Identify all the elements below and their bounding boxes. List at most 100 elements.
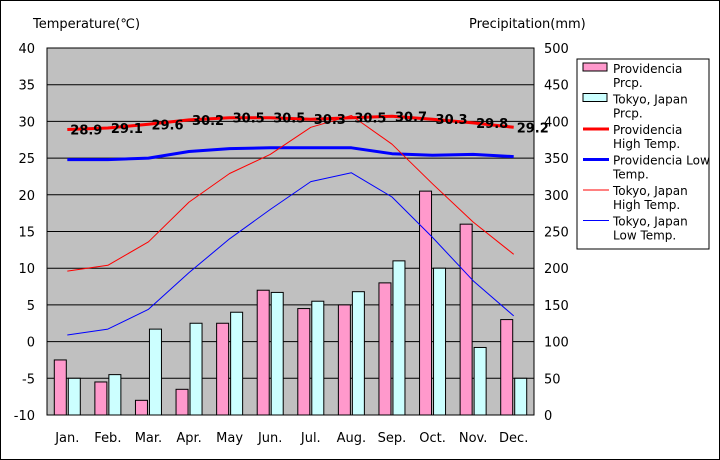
x-tick-label: May xyxy=(216,431,243,446)
right-tick-label: 150 xyxy=(544,299,569,314)
precip-bar xyxy=(459,223,473,416)
temperature-line xyxy=(67,115,515,272)
precip-bar xyxy=(419,190,433,416)
left-tick-label: 30 xyxy=(18,115,35,130)
left-tick-label: 25 xyxy=(18,152,35,167)
legend-label: Providencia xyxy=(613,123,682,137)
right-tick-label: 450 xyxy=(544,79,569,94)
legend-label: Tokyo, Japan xyxy=(612,184,688,198)
temperature-lines xyxy=(67,114,515,336)
x-tick-label: Feb. xyxy=(94,431,121,446)
precip-bar xyxy=(216,322,230,416)
right-axis-title: Precipitation(mm) xyxy=(469,17,586,32)
temperature-line xyxy=(67,114,514,131)
left-tick-label: 10 xyxy=(18,262,35,277)
precip-bar xyxy=(514,377,528,416)
legend-label: Providencia Low xyxy=(613,154,710,168)
gridlines xyxy=(47,84,534,379)
legend-label: Prcp. xyxy=(613,76,643,90)
left-axis-ticks: -10 -5 0 5 10 15 20 25 30 35 40 xyxy=(14,42,35,424)
precip-bar xyxy=(108,374,122,416)
data-label: 30.5 xyxy=(273,112,305,127)
data-label: 29.6 xyxy=(151,118,183,133)
data-labels: 28.9 29.1 29.6 30.2 30.5 30.5 30.3 30.5 30.7 30.3… xyxy=(70,110,548,138)
right-tick-label: 250 xyxy=(544,226,569,241)
precip-bar xyxy=(230,311,244,416)
data-label: 30.3 xyxy=(436,113,468,128)
precip-bar xyxy=(500,319,514,416)
data-label: 29.2 xyxy=(517,121,549,136)
precip-bar xyxy=(378,282,392,416)
legend-label: Providencia xyxy=(613,62,682,76)
temperature-line xyxy=(67,172,515,336)
x-tick-label: Dec. xyxy=(499,431,528,446)
left-tick-label: 40 xyxy=(18,42,35,57)
left-tick-label: 0 xyxy=(27,336,35,351)
right-tick-label: 50 xyxy=(544,372,561,387)
left-tick-label: 20 xyxy=(18,189,35,204)
left-tick-label: 5 xyxy=(27,299,35,314)
precip-bar xyxy=(311,300,325,416)
x-tick-label: Apr. xyxy=(176,431,201,446)
legend-label: High Temp. xyxy=(613,137,680,151)
legend-label: Prcp. xyxy=(613,107,643,121)
precip-bar xyxy=(297,308,311,416)
x-tick-label: Jun. xyxy=(257,431,282,446)
legend-label: High Temp. xyxy=(613,198,680,212)
precip-bar xyxy=(392,260,406,416)
precip-bar xyxy=(351,291,365,416)
legend-box xyxy=(576,58,710,250)
x-tick-label: Oct. xyxy=(419,431,446,446)
right-tick-label: 0 xyxy=(544,409,552,424)
x-tick-label: Jul. xyxy=(300,431,321,446)
legend-label: Tokyo, Japan xyxy=(612,93,688,107)
precip-bar xyxy=(94,381,108,416)
temperature-line xyxy=(67,146,514,162)
precip-bar xyxy=(256,289,270,416)
data-label: 29.1 xyxy=(111,122,143,137)
precip-bar xyxy=(148,328,162,416)
precip-bar xyxy=(337,304,351,416)
right-axis-ticks: 0 50 100 150 200 250 300 350 400 450 500 xyxy=(544,42,569,424)
legend-swatch xyxy=(582,93,608,102)
precip-bar xyxy=(67,377,81,416)
precipitation-bars xyxy=(53,190,528,416)
data-label: 30.7 xyxy=(395,110,427,125)
data-label: 30.2 xyxy=(192,114,224,129)
right-tick-label: 350 xyxy=(544,152,569,167)
data-label: 28.9 xyxy=(70,123,102,138)
left-tick-label: 35 xyxy=(18,79,35,94)
x-tick-label: Sep. xyxy=(378,431,407,446)
precip-bar xyxy=(473,346,487,416)
left-tick-label: 15 xyxy=(18,226,35,241)
right-tick-label: 400 xyxy=(544,115,569,130)
precip-bar xyxy=(134,399,148,416)
x-tick-label: Aug. xyxy=(337,431,367,446)
legend-label: Low Temp. xyxy=(613,229,676,243)
precip-bar xyxy=(433,267,447,416)
legend-swatch xyxy=(582,62,608,72)
left-tick-label: -5 xyxy=(22,372,35,387)
right-tick-label: 300 xyxy=(544,189,569,204)
right-tick-label: 200 xyxy=(544,262,569,277)
data-label: 30.3 xyxy=(314,113,346,128)
x-tick-label: Nov. xyxy=(459,431,488,446)
precip-bar xyxy=(53,359,67,416)
precip-bar xyxy=(175,388,189,416)
left-tick-label: -10 xyxy=(14,409,35,424)
x-axis-ticks: Jan. Feb. Mar. Apr. May Jun. Jul. Aug. Sep. Oct. N… xyxy=(54,431,528,446)
right-tick-label: 100 xyxy=(544,336,569,351)
precip-bar xyxy=(189,322,203,416)
data-label: 29.8 xyxy=(476,117,508,132)
legend-label: Temp. xyxy=(612,168,649,182)
legend-label: Tokyo, Japan xyxy=(612,215,688,229)
precip-bar xyxy=(270,291,284,416)
x-tick-label: Jan. xyxy=(54,431,79,446)
right-tick-label: 500 xyxy=(544,42,569,57)
data-label: 30.5 xyxy=(233,112,265,127)
x-tick-label: Mar. xyxy=(135,431,162,446)
data-label: 30.5 xyxy=(354,112,386,127)
